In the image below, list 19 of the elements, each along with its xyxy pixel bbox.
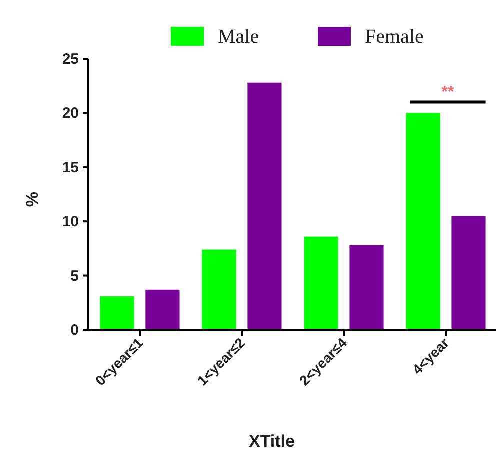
bar bbox=[248, 82, 282, 330]
bar bbox=[350, 245, 384, 330]
annotation: ** bbox=[442, 84, 456, 102]
legend-label: Female bbox=[365, 26, 424, 48]
bar bbox=[202, 250, 236, 330]
y-tick-label: 15 bbox=[62, 159, 79, 176]
bar bbox=[406, 113, 440, 330]
bar bbox=[304, 236, 338, 330]
y-tick-label: 5 bbox=[70, 268, 79, 285]
x-axis-title: XTitle bbox=[249, 432, 295, 451]
y-tick-label: 20 bbox=[62, 105, 79, 122]
y-tick-label: 10 bbox=[62, 214, 79, 231]
y-tick-label: 0 bbox=[70, 322, 79, 339]
y-tick-label: 25 bbox=[62, 51, 79, 68]
bar bbox=[452, 216, 486, 330]
y-axis-title: % bbox=[23, 192, 42, 208]
bar bbox=[100, 296, 134, 330]
bar bbox=[146, 290, 180, 330]
legend-label: Male bbox=[218, 26, 260, 48]
